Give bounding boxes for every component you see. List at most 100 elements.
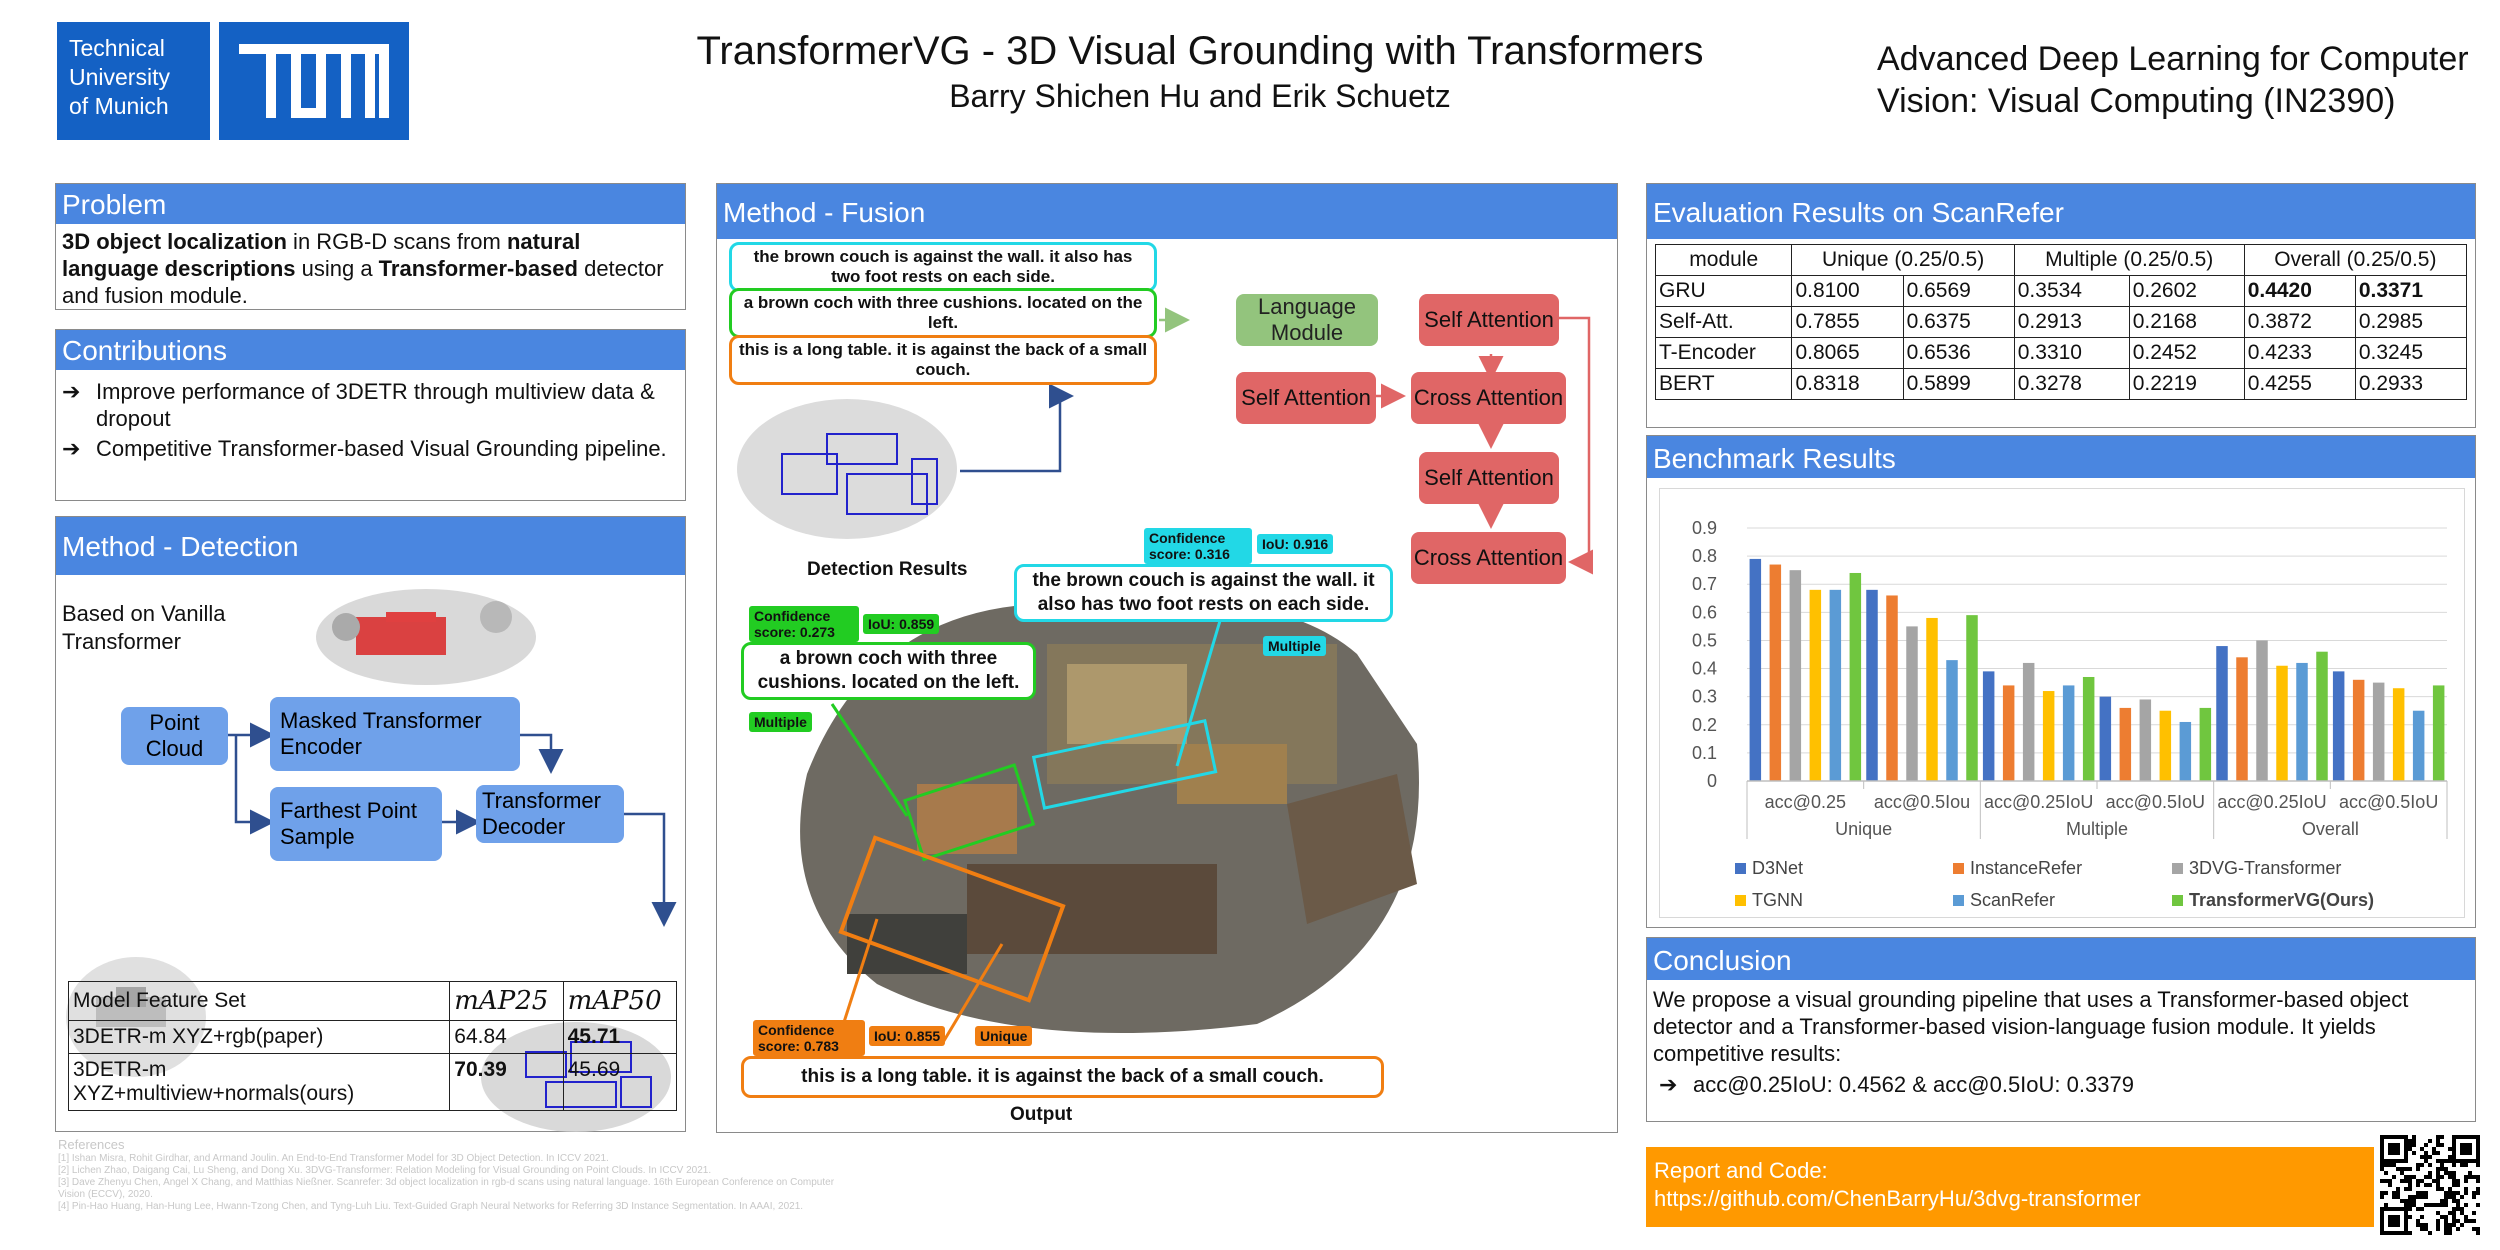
point-cloud-node: Point Cloud <box>121 707 228 765</box>
bar-d3net <box>2332 671 2345 781</box>
eval-value: 0.8100 <box>1791 275 1904 307</box>
output-caption-cyan: the brown couch is against the wall. it … <box>1014 564 1393 622</box>
legend-label: InstanceRefer <box>1970 858 2083 878</box>
benchmark-title: Benchmark Results <box>1647 436 2475 478</box>
poster-title: TransformerVG - 3D Visual Grounding with… <box>696 29 1704 73</box>
det-row-name: 3DETR-m XYZ+multiview+normals(ours) <box>67 1053 451 1111</box>
x-tick-label: acc@0.5Iou <box>1874 792 1970 812</box>
x-tick-label: acc@0.25 <box>1765 792 1846 812</box>
legend-label: ScanRefer <box>1970 890 2056 910</box>
conclusion-text: We propose a visual grounding pipeline t… <box>1653 987 2409 1066</box>
self-attention-node-3: Self Attention <box>1419 452 1559 504</box>
benchmark-chart: 0 0.1 0.2 0.3 0.4 0.5 0.6 0.7 0.8 0.9 acc@0.25 acc@… <box>1692 518 2448 839</box>
bar-instancerefer <box>2119 707 2132 781</box>
cyan-confidence-tag: Confidence score: 0.316 <box>1144 528 1252 564</box>
bar-tgnn <box>1809 589 1822 781</box>
bar-3dvg-transformer <box>1789 570 1802 781</box>
logo-line: University <box>69 64 170 90</box>
legend-item: D3Net <box>1735 858 1803 879</box>
cross-attention-node-2: Cross Attention <box>1411 532 1566 584</box>
det-row-v25: 64.84 <box>449 1020 564 1054</box>
bar-scanrefer <box>2062 685 2075 781</box>
bar-instancerefer <box>2002 685 2015 781</box>
legend-swatch <box>2172 863 2183 874</box>
bar-tgnn <box>2042 691 2055 781</box>
conclusion-title: Conclusion <box>1647 938 2475 980</box>
problem-panel: Problem 3D object localization in RGB-D … <box>55 183 686 310</box>
eval-header-overall: Overall (0.25/0.5) <box>2243 244 2468 276</box>
fps-node: Farthest Point Sample <box>270 787 442 861</box>
caption-orange: this is a long table. it is against the … <box>729 335 1157 385</box>
logo-line: of Munich <box>69 93 169 119</box>
report-link[interactable]: https://github.com/ChenBarryHu/3dvg-tran… <box>1654 1186 2141 1211</box>
y-tick-label: 0.9 <box>1692 518 1717 538</box>
y-tick-label: 0.7 <box>1692 574 1717 594</box>
contributions-panel: Contributions ➔ Improve performance of 3D… <box>55 329 686 501</box>
eval-value: 0.3278 <box>2013 368 2130 400</box>
bar-transformervg-ours- <box>2199 707 2212 781</box>
conclusion-result-text: acc@0.25IoU: 0.4562 & acc@0.5IoU: 0.3379 <box>1693 1072 2134 1097</box>
bar-transformervg-ours- <box>2316 651 2328 781</box>
problem-text-part: detector and fusion module. <box>62 256 664 308</box>
eval-row: Self-Att. 0.7855 0.6375 0.2913 0.2168 0.3872 0… <box>1654 306 2468 338</box>
detection-title: Method - Detection <box>56 517 685 575</box>
eval-value: 0.2602 <box>2128 275 2245 307</box>
eval-row: BERT 0.8318 0.5899 0.3278 0.2219 0.4255 0.2933 <box>1654 368 2468 400</box>
eval-module-name: GRU <box>1654 275 1793 307</box>
orange-confidence-tag: Confidence score: 0.783 <box>753 1020 865 1056</box>
cyan-iou-tag: IoU: 0.916 <box>1257 534 1334 554</box>
eval-module-name: BERT <box>1654 368 1793 400</box>
eval-value: 0.4255 <box>2243 368 2356 400</box>
eval-value: 0.2452 <box>2128 337 2245 369</box>
caption-green: a brown coch with three cushions. locate… <box>729 288 1157 338</box>
y-tick-label: 0 <box>1707 771 1717 791</box>
references: References [1] Ishan Misra, Rohit Girdha… <box>58 1137 858 1213</box>
x-group-label: Overall <box>2302 819 2359 839</box>
eval-value: 0.2985 <box>2354 306 2468 338</box>
problem-text-part: using a <box>295 256 379 281</box>
det-row-v50: 45.71 <box>562 1020 678 1054</box>
benchmark-panel: Benchmark Results 0 0.1 0.2 0.3 0.4 0.5 0.6 0.7… <box>1646 435 2476 928</box>
bar-instancerefer <box>1886 595 1898 781</box>
bar-d3net <box>2099 696 2112 781</box>
eval-value: 0.6536 <box>1902 337 2015 369</box>
bar-3dvg-transformer <box>2372 682 2385 781</box>
orange-iou-tag: IoU: 0.855 <box>869 1026 946 1046</box>
conclusion-result: ➔ acc@0.25IoU: 0.4562 & acc@0.5IoU: 0.337… <box>1647 1071 2475 1098</box>
reference-item: [4] Pin-Hao Huang, Han-Hung Lee, Hwann-T… <box>58 1201 804 1212</box>
bar-scanrefer <box>1829 589 1842 781</box>
orange-type-tag: Unique <box>975 1026 1033 1046</box>
problem-text: 3D object localization in RGB-D scans fr… <box>56 224 685 313</box>
bar-scanrefer <box>2412 710 2425 781</box>
legend-label: 3DVG-Transformer <box>2189 858 2342 878</box>
course-name-2: Vision: Visual Computing (IN2390) <box>1877 82 2396 120</box>
logo-line: Technical <box>69 35 165 61</box>
det-header-model: Model Feature Set <box>67 981 451 1021</box>
scene-pointcloud-top <box>316 589 536 685</box>
reference-item: [3] Dave Zhenyu Chen, Angel X Chang, and… <box>58 1177 835 1200</box>
eval-header-multiple: Multiple (0.25/0.5) <box>2013 244 2245 276</box>
qr-code-icon[interactable] <box>2380 1135 2480 1235</box>
detection-results-label: Detection Results <box>807 559 968 580</box>
bar-scanrefer <box>1946 660 1958 781</box>
eval-row: T-Encoder 0.8065 0.6536 0.3310 0.2452 0.4233 0… <box>1654 337 2468 369</box>
contribution-text: Competitive Transformer-based Visual Gro… <box>96 436 667 461</box>
reference-item: [2] Lichen Zhao, Daigang Cai, Lu Sheng, … <box>58 1165 712 1176</box>
eval-module-name: Self-Att. <box>1654 306 1793 338</box>
x-tick-label: acc@0.5IoU <box>2106 792 2205 812</box>
contribution-text: Improve performance of 3DETR through mul… <box>96 379 655 431</box>
y-tick-label: 0.5 <box>1692 630 1717 650</box>
eval-value: 0.4420 <box>2243 275 2356 307</box>
poster-authors: Barry Shichen Hu and Erik Schuetz <box>949 78 1451 114</box>
bar-tgnn <box>2159 710 2172 781</box>
detection-panel: Method - Detection Based on Vanilla Tran… <box>55 516 686 1132</box>
evaluation-title: Evaluation Results on ScanRefer <box>1647 184 2475 239</box>
det-row-name: 3DETR-m XYZ+rgb(paper) <box>67 1020 451 1054</box>
arrow-icon: ➔ <box>62 436 81 461</box>
bar-3dvg-transformer <box>2139 699 2152 781</box>
eval-header-module: module <box>1654 244 1793 276</box>
legend-swatch <box>1735 895 1746 906</box>
eval-row: GRU 0.8100 0.6569 0.3534 0.2602 0.4420 0.3371 <box>1654 275 2468 307</box>
eval-value: 0.3534 <box>2013 275 2130 307</box>
caption-cyan: the brown couch is against the wall. it … <box>729 242 1157 292</box>
